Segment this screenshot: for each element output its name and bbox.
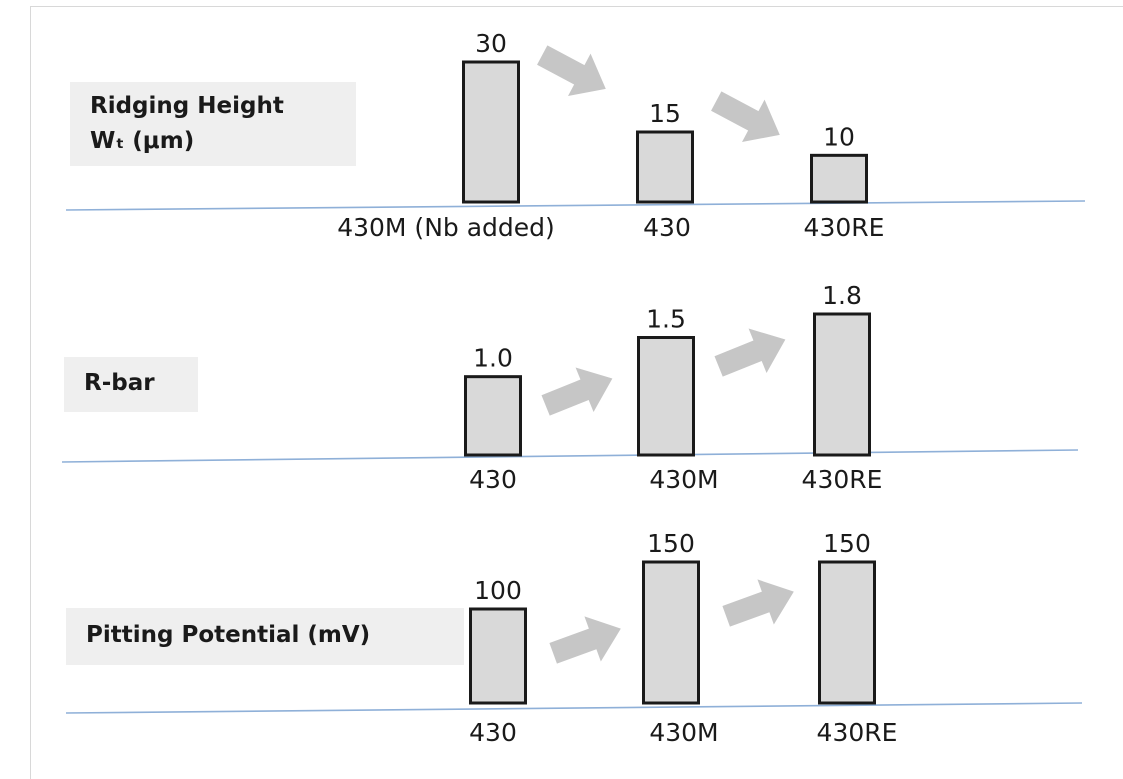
chart-2-arrow-0-icon: [549, 616, 621, 664]
chart-0-value-label-1: 15: [649, 99, 681, 128]
chart-0-value-label-2: 10: [823, 122, 855, 151]
frame-top-border: [30, 6, 1123, 7]
ridging-height-label: Ridging Height Wₜ (μm): [70, 82, 356, 166]
chart-1-bar-0: [464, 375, 522, 457]
chart-1-value-label-0: 1.0: [473, 344, 513, 373]
chart-2-arrow-1-icon: [722, 579, 794, 627]
chart-2-baseline: [65, 702, 1083, 714]
chart-0-category-label-1: 430: [643, 213, 691, 242]
chart-2-value-label-1: 150: [647, 529, 695, 558]
chart-0-value-label-0: 30: [475, 29, 507, 58]
chart-2-value-label-0: 100: [474, 576, 522, 605]
chart-1-bar-2: [813, 312, 871, 457]
chart-0-arrow-1-icon: [711, 91, 780, 143]
chart-1-category-label-1: 430M: [649, 465, 718, 494]
chart-1-baseline: [61, 449, 1079, 463]
chart-2-bar-1: [642, 560, 700, 705]
chart-2-category-label-2: 430RE: [817, 718, 898, 747]
chart-2-category-label-1: 430M: [649, 718, 718, 747]
pitting-potential-label: Pitting Potential (mV): [66, 608, 464, 665]
chart-0-bar-2: [810, 153, 868, 204]
chart-1-arrow-0-icon: [541, 367, 613, 416]
chart-1-value-label-2: 1.8: [822, 281, 862, 310]
chart-0-baseline: [65, 200, 1086, 211]
chart-0-bar-0: [462, 60, 520, 204]
chart-1-category-label-0: 430: [469, 465, 517, 494]
chart-2-value-label-2: 150: [823, 529, 871, 558]
chart-1-arrow-1-icon: [714, 328, 786, 377]
chart-2-category-label-0: 430: [469, 718, 517, 747]
chart-0-category-label-2: 430RE: [804, 213, 885, 242]
chart-2-bar-0: [469, 607, 527, 705]
chart-1-category-label-2: 430RE: [802, 465, 883, 494]
chart-2-bar-2: [818, 560, 876, 705]
chart-0-arrow-0-icon: [537, 45, 606, 97]
frame-left-border: [30, 6, 31, 779]
chart-1-value-label-1: 1.5: [646, 305, 686, 334]
chart-0-category-label-0: 430M (Nb added): [337, 213, 555, 242]
chart-1-bar-1: [637, 336, 695, 457]
r-bar-label: R-bar: [64, 357, 198, 412]
chart-0-bar-1: [636, 130, 694, 204]
